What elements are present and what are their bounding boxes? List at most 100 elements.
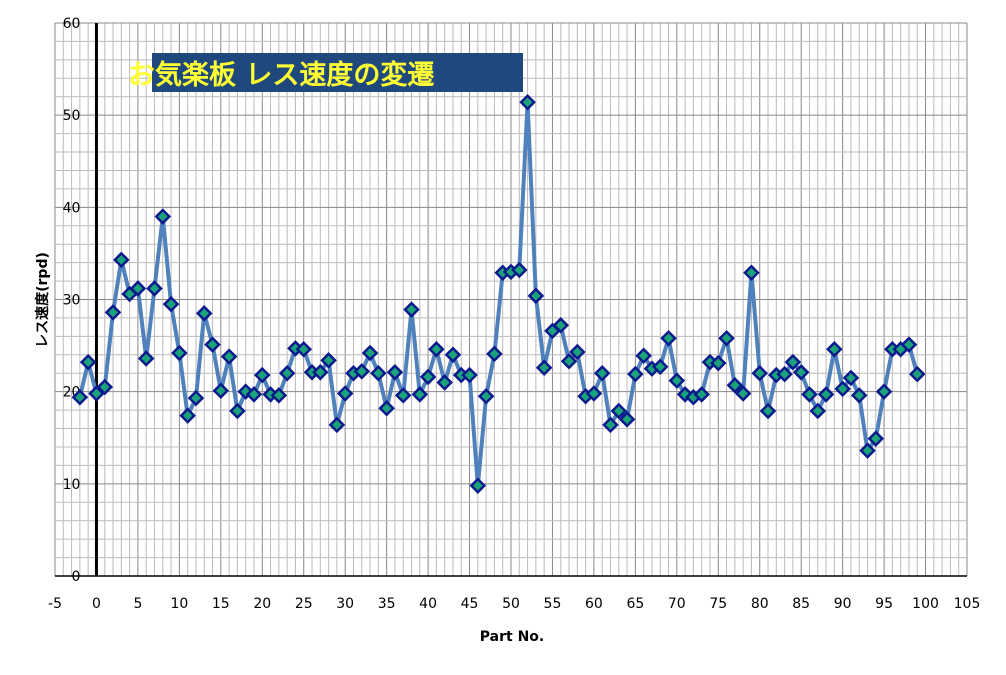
data-point [146, 280, 163, 297]
x-tick-label: 15 [212, 596, 230, 612]
x-tick-label: 60 [585, 596, 603, 612]
x-tick-label: 50 [502, 596, 520, 612]
data-point [378, 399, 395, 417]
x-tick-label: 5 [133, 596, 142, 612]
x-tick-label: 80 [751, 596, 769, 612]
data-point [96, 378, 114, 396]
data-point [278, 364, 296, 382]
data-point [370, 364, 387, 382]
title-background [152, 53, 523, 92]
data-point [602, 416, 619, 434]
data-point [220, 348, 238, 365]
data-point [792, 364, 810, 381]
data-point [585, 385, 603, 402]
data-point [660, 329, 677, 347]
data-point [403, 301, 420, 318]
data-point [270, 387, 288, 404]
y-tick-label: 30 [63, 293, 81, 309]
data-point [212, 382, 230, 400]
data-point [850, 387, 868, 404]
data-point [552, 317, 570, 334]
y-tick-label: 10 [63, 477, 81, 493]
data-point [710, 354, 727, 372]
x-tick-label: 95 [875, 596, 893, 612]
data-point [461, 366, 478, 384]
data-point [569, 343, 586, 361]
x-tick-label: 30 [336, 596, 354, 612]
x-tick-label: 35 [378, 596, 396, 612]
data-point [328, 416, 346, 434]
data-point [519, 93, 536, 111]
data-point [229, 402, 246, 420]
data-point [635, 347, 652, 364]
data-point [593, 364, 611, 382]
x-tick-label: 45 [461, 596, 479, 612]
tick-labels: -5 0 5 10 15 20 25 30 35 40 45 50 55 60 65 70 75 80 85 90 95… [48, 16, 980, 612]
data-point [842, 369, 860, 387]
data-point [477, 388, 495, 405]
x-tick-label: 0 [92, 596, 101, 612]
data-point [743, 264, 760, 282]
data-point [113, 251, 130, 269]
markers [71, 93, 926, 494]
x-tick-label: 40 [419, 596, 437, 612]
chart-title: お気楽板 レス速度の変遷 [128, 59, 434, 91]
data-point [651, 358, 669, 376]
data-point [610, 402, 628, 420]
data-point [320, 352, 337, 369]
data-point [336, 385, 354, 402]
x-tick-label: 90 [834, 596, 852, 612]
data-point [726, 376, 744, 394]
data-point [428, 341, 445, 358]
x-tick-label: 20 [253, 596, 271, 612]
data-point [444, 346, 462, 364]
x-tick-label: 100 [912, 596, 939, 612]
data-point [419, 368, 437, 386]
y-axis-label: レス速度(rpd) [34, 252, 51, 348]
axes [55, 23, 967, 577]
x-tick-label: 105 [954, 596, 981, 612]
data-point [809, 402, 827, 420]
data-point [859, 442, 876, 459]
x-tick-label: 55 [544, 596, 562, 612]
data-point [693, 386, 710, 403]
data-point [734, 385, 752, 402]
data-point [718, 329, 735, 347]
data-point [527, 287, 545, 305]
y-tick-label: 60 [63, 16, 81, 32]
data-point [154, 208, 172, 225]
data-point [79, 353, 97, 371]
data-point [900, 336, 918, 353]
data-point [817, 386, 835, 403]
data-point [751, 364, 768, 382]
x-tick-label: 65 [626, 596, 644, 612]
y-tick-label: 40 [63, 200, 81, 216]
data-point [867, 430, 885, 447]
grid [54, 22, 968, 577]
x-tick-label: 70 [668, 596, 686, 612]
data-point [826, 341, 843, 358]
data-point [179, 407, 196, 424]
data-point [361, 344, 379, 362]
data-point [104, 304, 122, 321]
data-point [436, 374, 453, 391]
data-point [394, 387, 412, 404]
data-point [535, 359, 553, 376]
data-point [245, 386, 263, 403]
data-point [171, 344, 188, 362]
data-point [195, 305, 213, 322]
data-point [353, 363, 371, 380]
data-point [137, 350, 155, 367]
data-point [469, 477, 487, 494]
data-point [386, 364, 404, 381]
data-point [71, 388, 89, 406]
data-point [511, 261, 528, 279]
data-point [875, 383, 893, 400]
data-point [627, 365, 644, 383]
data-point [759, 402, 777, 420]
data-point [908, 365, 926, 383]
data-point [295, 341, 312, 358]
data-point [784, 353, 802, 371]
x-tick-label: 85 [792, 596, 810, 612]
